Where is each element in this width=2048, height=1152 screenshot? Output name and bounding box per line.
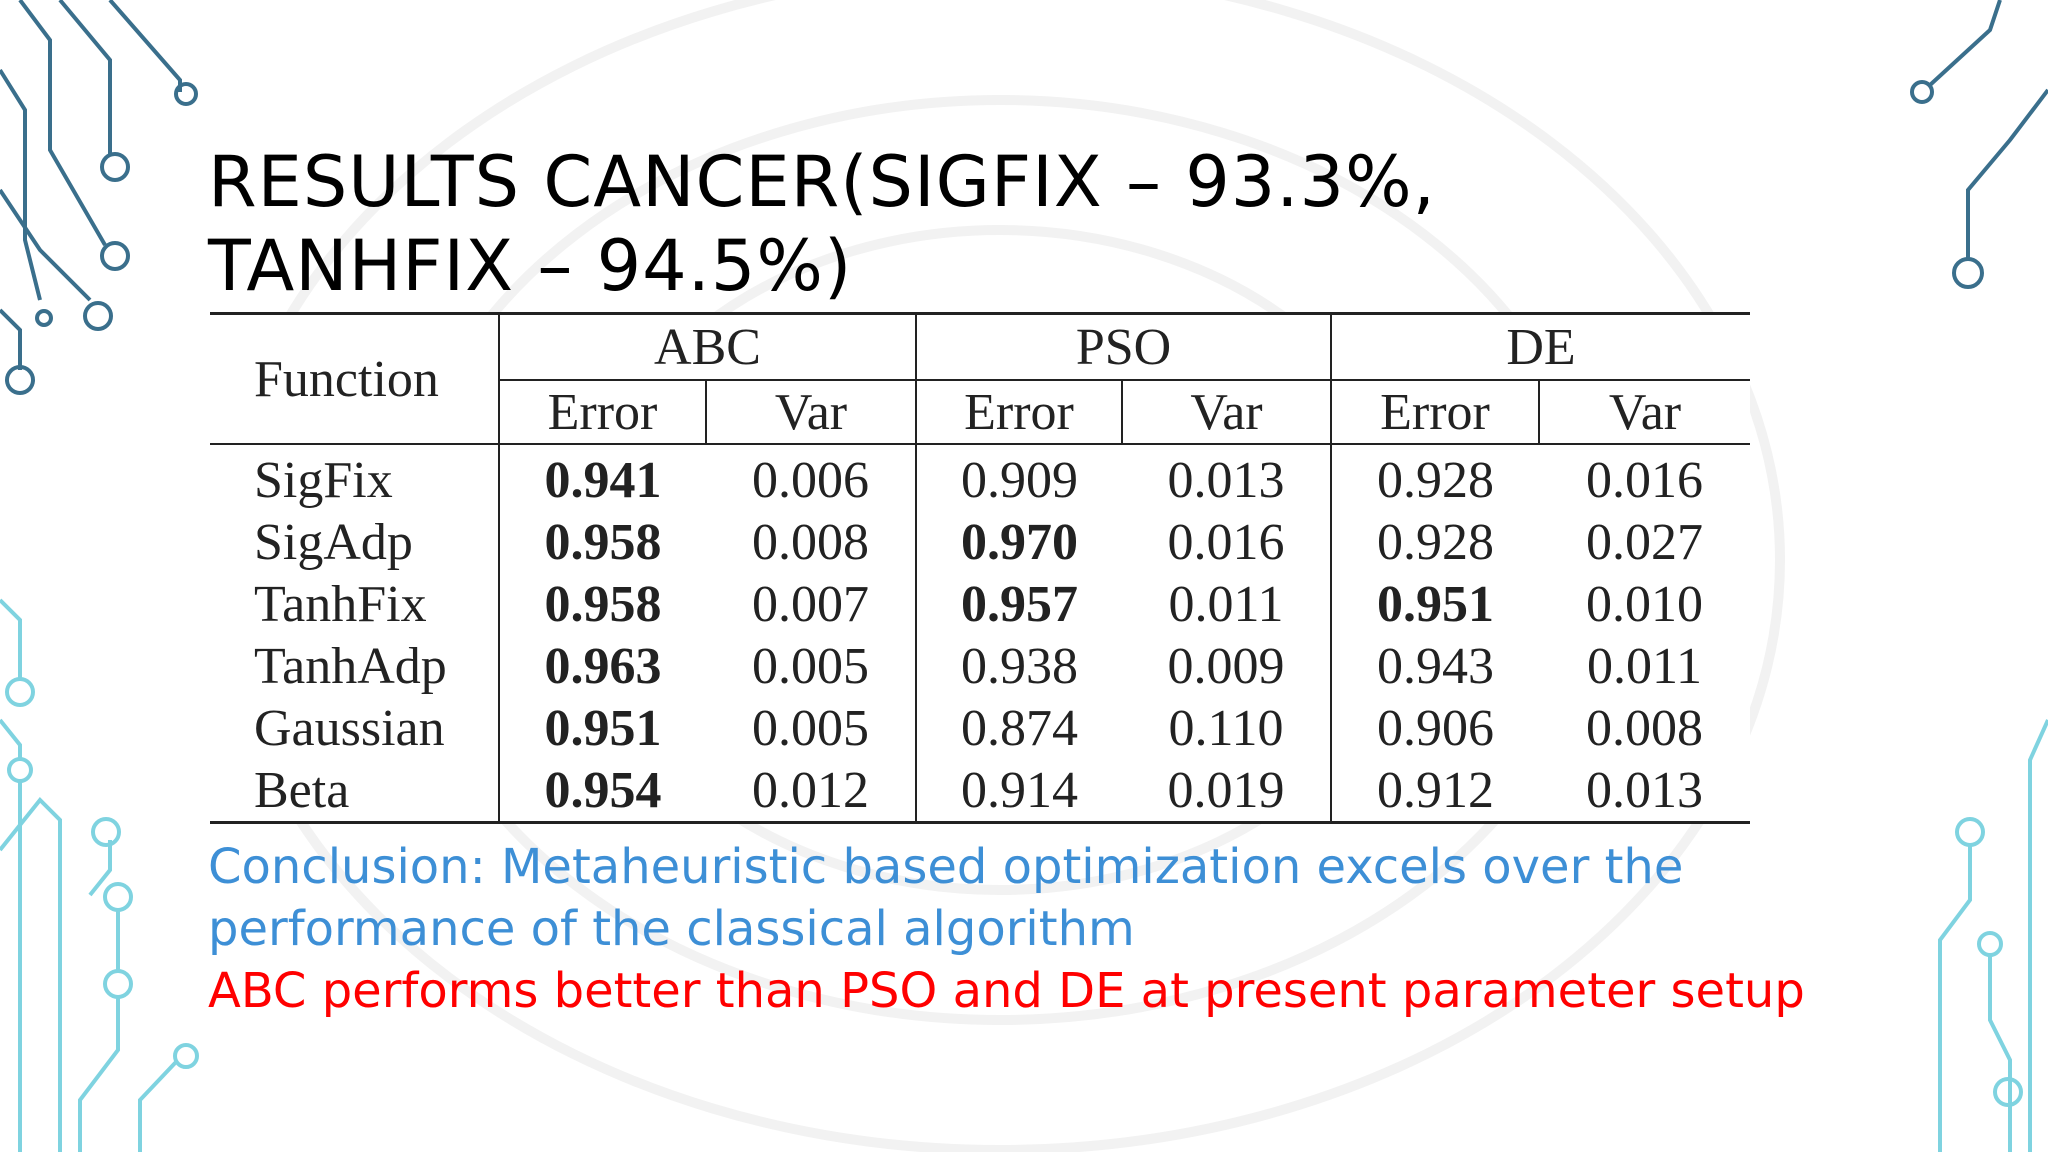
table-row: SigFix 0.941 0.006 0.909 0.013 0.928 0.0… <box>210 444 1750 511</box>
abc-error-cell: 0.958 <box>544 513 662 571</box>
subheader-pso-var: Var <box>1122 380 1333 445</box>
de-error-cell: 0.928 <box>1377 451 1495 509</box>
table-body: SigFix 0.941 0.006 0.909 0.013 0.928 0.0… <box>210 444 1751 824</box>
abc-var-cell: 0.005 <box>706 635 918 697</box>
table-subheader-row: Error Var Error Var Error Var <box>210 380 1751 445</box>
subheader-abc-var: Var <box>706 380 918 445</box>
abc-error-cell: 0.963 <box>544 637 662 695</box>
de-var-cell: 0.011 <box>1586 637 1703 695</box>
abc-error-cell: 0.951 <box>544 699 662 757</box>
pso-error-cell: 0.909 <box>961 451 1079 509</box>
abc-error-cell: 0.954 <box>499 759 706 824</box>
subheader-de-var: Var <box>1539 380 1751 445</box>
subheader-pso-error: Error <box>916 380 1124 445</box>
de-var-cell: 0.016 <box>1586 451 1704 509</box>
table-row: TanhFix 0.958 0.007 0.957 0.011 0.951 0.… <box>210 573 1750 635</box>
abc-error-cell: 0.958 <box>544 575 662 633</box>
group-header-abc: ABC <box>499 312 918 381</box>
table-row: Beta 0.954 0.012 0.914 0.019 0.912 0.013 <box>210 759 1751 824</box>
function-column-header: Function <box>210 312 500 445</box>
de-error-cell: 0.912 <box>1331 759 1540 824</box>
abc-var-cell: 0.008 <box>706 511 918 573</box>
de-var-cell: 0.010 <box>1586 575 1704 633</box>
pso-var-cell: 0.011 <box>1122 573 1333 635</box>
pso-var-cell: 0.110 <box>1122 697 1333 759</box>
abc-var-cell: 0.005 <box>706 697 918 759</box>
function-name: SigFix <box>210 444 500 511</box>
slide-title: Results Cancer(SigFix – 93.3%, TanhFix –… <box>208 141 1436 307</box>
pso-var-cell: 0.009 <box>1122 635 1333 697</box>
pso-error-cell: 0.938 <box>961 637 1079 695</box>
table-group-header-row: Function ABC PSO DE <box>210 312 1751 445</box>
pso-error-cell: 0.914 <box>916 759 1123 824</box>
function-name: SigAdp <box>210 511 500 573</box>
de-error-cell: 0.951 <box>1377 575 1495 633</box>
de-error-cell: 0.928 <box>1377 513 1495 571</box>
pso-var-cell: 0.016 <box>1122 511 1333 573</box>
finding-text: ABC performs better than PSO and DE at p… <box>208 963 1805 1019</box>
table-row: TanhAdp 0.963 0.005 0.938 0.009 0.943 0.… <box>210 635 1750 697</box>
de-var-cell: 0.008 <box>1586 699 1704 757</box>
abc-error-cell: 0.941 <box>544 451 662 509</box>
function-name: TanhAdp <box>210 635 500 697</box>
group-header-de: DE <box>1331 312 1751 381</box>
pso-var-cell: 0.013 <box>1122 444 1333 511</box>
de-error-cell: 0.906 <box>1377 699 1495 757</box>
de-error-cell: 0.943 <box>1377 637 1495 695</box>
subheader-de-error: Error <box>1331 380 1541 445</box>
de-var-cell: 0.027 <box>1586 513 1704 571</box>
de-var-cell: 0.013 <box>1539 759 1751 824</box>
abc-var-cell: 0.007 <box>706 573 918 635</box>
conclusion-text: Conclusion: Metaheuristic based optimiza… <box>208 839 1684 957</box>
results-table: Function ABC PSO DE Error Var Error Var … <box>210 312 1751 824</box>
function-name: Beta <box>210 759 500 824</box>
pso-error-cell: 0.970 <box>961 513 1079 571</box>
pso-error-cell: 0.874 <box>961 699 1079 757</box>
function-name: TanhFix <box>210 573 500 635</box>
function-name: Gaussian <box>210 697 500 759</box>
abc-var-cell: 0.006 <box>706 444 918 511</box>
subheader-abc-error: Error <box>499 380 707 445</box>
pso-var-cell: 0.019 <box>1122 759 1333 824</box>
pso-error-cell: 0.957 <box>961 575 1079 633</box>
table-row: Gaussian 0.951 0.005 0.874 0.110 0.906 0… <box>210 697 1750 759</box>
group-header-pso: PSO <box>916 312 1333 381</box>
abc-var-cell: 0.012 <box>706 759 918 824</box>
table-row: SigAdp 0.958 0.008 0.970 0.016 0.928 0.0… <box>210 511 1750 573</box>
